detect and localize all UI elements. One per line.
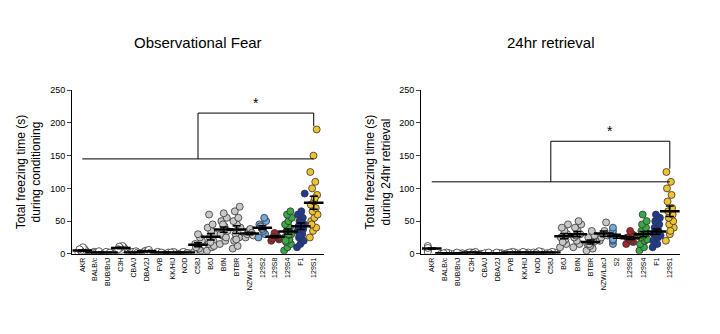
svg-text:FVB: FVB	[507, 257, 514, 271]
svg-text:B6J: B6J	[560, 258, 567, 270]
svg-text:CBA/J: CBA/J	[130, 258, 137, 278]
svg-text:50: 50	[55, 216, 65, 226]
svg-text:24hr retrieval: 24hr retrieval	[507, 34, 595, 51]
svg-text:AKR: AKR	[428, 258, 435, 272]
svg-text:*: *	[607, 123, 613, 139]
svg-text:F1: F1	[653, 258, 660, 266]
svg-text:KK/HIJ: KK/HIJ	[521, 258, 528, 280]
svg-text:S2: S2	[613, 258, 620, 267]
svg-text:BTBR: BTBR	[233, 258, 240, 277]
svg-text:BALB/c: BALB/c	[441, 257, 448, 281]
svg-text:BTBR: BTBR	[587, 258, 594, 277]
svg-text:129S8: 129S8	[626, 258, 633, 278]
svg-text:0: 0	[409, 249, 414, 259]
svg-text:Total freezing time (s)during: Total freezing time (s)during conditioni…	[14, 115, 44, 230]
svg-text:*: *	[253, 95, 259, 111]
svg-text:100: 100	[399, 184, 414, 194]
svg-text:Observational Fear: Observational Fear	[134, 34, 262, 51]
svg-text:C58J: C58J	[547, 258, 554, 274]
svg-text:200: 200	[50, 118, 65, 128]
svg-text:NZW/LacJ: NZW/LacJ	[600, 258, 607, 291]
svg-text:AKR: AKR	[79, 258, 86, 272]
svg-text:DBA/2J: DBA/2J	[494, 258, 501, 282]
svg-text:BUB/BnJ: BUB/BnJ	[104, 258, 111, 286]
svg-text:250: 250	[399, 85, 414, 95]
svg-text:129S8: 129S8	[271, 258, 278, 278]
svg-text:F1: F1	[297, 258, 304, 266]
svg-text:129S2: 129S2	[259, 258, 266, 278]
svg-text:KK/HIJ: KK/HIJ	[169, 258, 176, 280]
svg-text:NOD: NOD	[181, 258, 188, 274]
svg-text:CBA/J: CBA/J	[481, 258, 488, 278]
svg-text:FVB: FVB	[156, 257, 163, 271]
svg-text:129S1: 129S1	[310, 258, 317, 278]
svg-text:DBA/2J: DBA/2J	[143, 258, 150, 282]
svg-text:C58J: C58J	[194, 258, 201, 274]
svg-text:50: 50	[404, 216, 414, 226]
svg-text:BUB/BnJ: BUB/BnJ	[455, 258, 462, 286]
svg-text:0: 0	[60, 249, 65, 259]
svg-text:150: 150	[399, 151, 414, 161]
svg-text:150: 150	[50, 151, 65, 161]
svg-text:100: 100	[50, 184, 65, 194]
svg-text:NOD: NOD	[534, 258, 541, 274]
svg-text:B6N: B6N	[220, 258, 227, 272]
svg-text:BALB/c: BALB/c	[91, 257, 98, 281]
svg-text:250: 250	[50, 85, 65, 95]
svg-text:129S4: 129S4	[284, 258, 291, 278]
svg-text:B6N: B6N	[574, 258, 581, 272]
svg-text:129S4: 129S4	[640, 258, 647, 278]
svg-text:NZW/LacJ: NZW/LacJ	[246, 258, 253, 291]
svg-text:C3H: C3H	[117, 258, 124, 272]
svg-text:C3H: C3H	[468, 258, 475, 272]
svg-text:B6J: B6J	[207, 258, 214, 270]
svg-text:Total freezing time (s)during: Total freezing time (s)during 24hr retri…	[363, 115, 393, 230]
svg-text:200: 200	[399, 118, 414, 128]
svg-text:129S1: 129S1	[666, 258, 673, 278]
